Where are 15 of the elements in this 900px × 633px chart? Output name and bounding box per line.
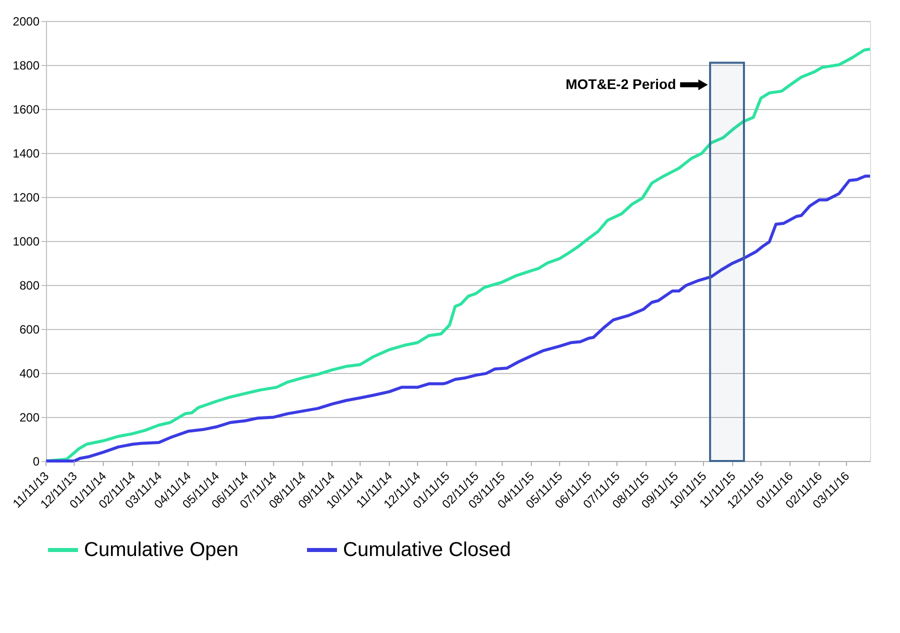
y-tick-label: 400 [19,366,40,380]
line-series [44,174,872,462]
y-tick-label: 1600 [12,102,40,116]
y-tick-label: 200 [19,410,40,424]
legend-label: Cumulative Closed [343,539,511,561]
y-tick-label: 2000 [12,14,40,28]
y-tick-label: 1400 [12,146,40,160]
y-tick-label: 800 [19,278,40,292]
y-tick-label: 1200 [12,190,40,204]
y-tick-label: 600 [19,322,40,336]
y-tick-label: 1800 [12,58,40,72]
y-tick-label: 1000 [12,234,40,248]
y-tick-label: 0 [32,454,40,468]
band-label: MOT&E-2 Period [566,76,676,92]
legend-label: Cumulative Open [84,539,239,561]
